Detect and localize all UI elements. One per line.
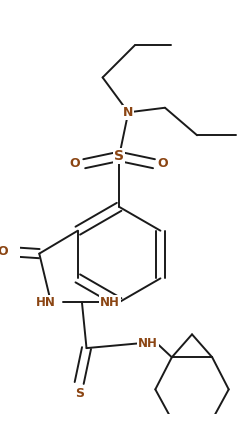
Text: O: O [70, 157, 80, 170]
Text: O: O [0, 245, 8, 258]
Text: S: S [74, 388, 83, 400]
Text: S: S [114, 149, 124, 163]
Text: N: N [122, 106, 133, 119]
Text: O: O [157, 157, 168, 170]
Text: HN: HN [36, 296, 56, 309]
Text: NH: NH [138, 337, 157, 350]
Text: NH: NH [100, 296, 119, 309]
